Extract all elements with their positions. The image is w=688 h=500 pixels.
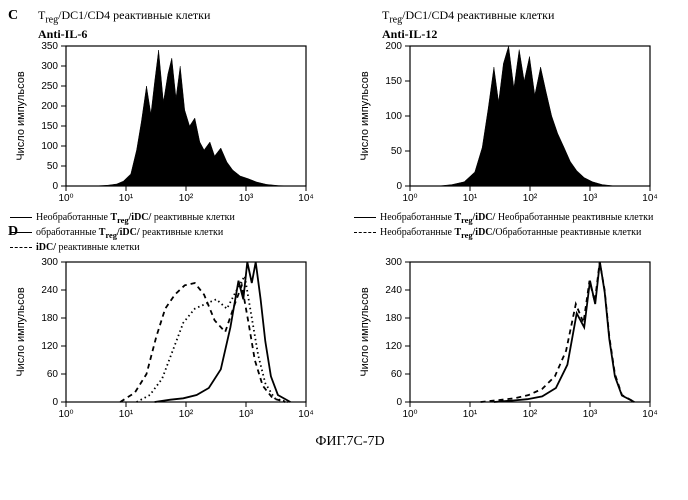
svg-text:180: 180 — [385, 313, 402, 324]
svg-text:120: 120 — [385, 341, 402, 352]
svg-text:Число импульсов: Число импульсов — [359, 287, 371, 377]
svg-text:300: 300 — [385, 257, 402, 268]
svg-text:150: 150 — [41, 121, 58, 132]
figure-grid: C Treg/DC1/CD4 реактивные клеткиAnti-IL-… — [8, 8, 680, 450]
svg-text:10⁴: 10⁴ — [642, 193, 657, 204]
panelC-letter: C — [8, 8, 18, 24]
svg-text:0: 0 — [396, 181, 402, 192]
svg-text:200: 200 — [385, 41, 402, 52]
legend-left-lines: Необработанные Treg/iDC/ реактивные клет… — [10, 212, 348, 254]
svg-text:10⁰: 10⁰ — [402, 409, 417, 420]
svg-text:250: 250 — [41, 81, 58, 92]
svg-text:10⁰: 10⁰ — [58, 193, 73, 204]
svg-text:Число импульсов: Число импульсов — [15, 71, 27, 161]
svg-text:0: 0 — [52, 397, 58, 408]
svg-text:60: 60 — [47, 369, 59, 380]
svg-text:10²: 10² — [179, 409, 194, 420]
panelC-right-title-text: Treg/DC1/CD4 реактивные клеткиAnti-IL-12 — [382, 8, 554, 41]
svg-text:150: 150 — [385, 76, 402, 87]
svg-text:10³: 10³ — [583, 193, 598, 204]
svg-text:0: 0 — [52, 181, 58, 192]
svg-text:10³: 10³ — [583, 409, 598, 420]
svg-text:240: 240 — [41, 285, 58, 296]
svg-text:50: 50 — [391, 146, 403, 157]
svg-text:10²: 10² — [523, 409, 538, 420]
legend-right-lines: Необработанные Treg/iDC/ Необработанные … — [354, 212, 688, 242]
panelD-left-legend: D Необработанные Treg/iDC/ реактивные кл… — [8, 212, 348, 254]
svg-text:50: 50 — [47, 161, 59, 172]
svg-text:10²: 10² — [523, 193, 538, 204]
panelD-letter: D — [8, 226, 18, 238]
panelC-left-title: C Treg/DC1/CD4 реактивные клеткиAnti-IL-… — [8, 8, 348, 38]
svg-text:300: 300 — [41, 61, 58, 72]
svg-text:10⁴: 10⁴ — [298, 193, 313, 204]
panelC-left-chart: 10⁰ 10¹ 10² 10³ 10⁴ 0 50 100 150 200 250 300 350 Числ… — [8, 40, 348, 210]
panelC-left-title-text: Treg/DC1/CD4 реактивные клеткиAnti-IL-6 — [38, 8, 210, 41]
svg-text:10⁰: 10⁰ — [402, 193, 417, 204]
panelD-right-chart: 10⁰ 10¹ 10² 10³ 10⁴ 0 60 120 180 240 300 Число импу… — [352, 256, 688, 426]
svg-text:10³: 10³ — [239, 193, 254, 204]
svg-text:240: 240 — [385, 285, 402, 296]
svg-text:10⁴: 10⁴ — [642, 409, 657, 420]
panelC-right-chart: 10⁰ 10¹ 10² 10³ 10⁴ 0 50 100 150 200 Число импульс… — [352, 40, 688, 210]
svg-text:10⁰: 10⁰ — [58, 409, 73, 420]
panelD-left-chart: 10⁰ 10¹ 10² 10³ 10⁴ 0 60 120 180 240 300 Число импу… — [8, 256, 348, 426]
svg-text:100: 100 — [385, 111, 402, 122]
svg-text:10¹: 10¹ — [463, 193, 478, 204]
svg-text:300: 300 — [41, 257, 58, 268]
svg-text:350: 350 — [41, 41, 58, 52]
svg-text:10¹: 10¹ — [463, 409, 478, 420]
svg-text:120: 120 — [41, 341, 58, 352]
svg-text:0: 0 — [396, 397, 402, 408]
svg-text:10¹: 10¹ — [119, 409, 134, 420]
svg-text:10¹: 10¹ — [119, 193, 134, 204]
svg-text:10⁴: 10⁴ — [298, 409, 313, 420]
figure-caption: ФИГ.7C-7D — [8, 428, 688, 450]
svg-text:100: 100 — [41, 141, 58, 152]
svg-text:60: 60 — [391, 369, 403, 380]
svg-text:10²: 10² — [179, 193, 194, 204]
panelD-right-legend: Необработанные Treg/iDC/ Необработанные … — [352, 212, 688, 254]
svg-text:Число импульсов: Число импульсов — [359, 71, 371, 161]
svg-text:Число импульсов: Число импульсов — [15, 287, 27, 377]
panelC-right-title: Treg/DC1/CD4 реактивные клеткиAnti-IL-12 — [352, 8, 688, 38]
svg-text:200: 200 — [41, 101, 58, 112]
svg-text:180: 180 — [41, 313, 58, 324]
svg-text:10³: 10³ — [239, 409, 254, 420]
